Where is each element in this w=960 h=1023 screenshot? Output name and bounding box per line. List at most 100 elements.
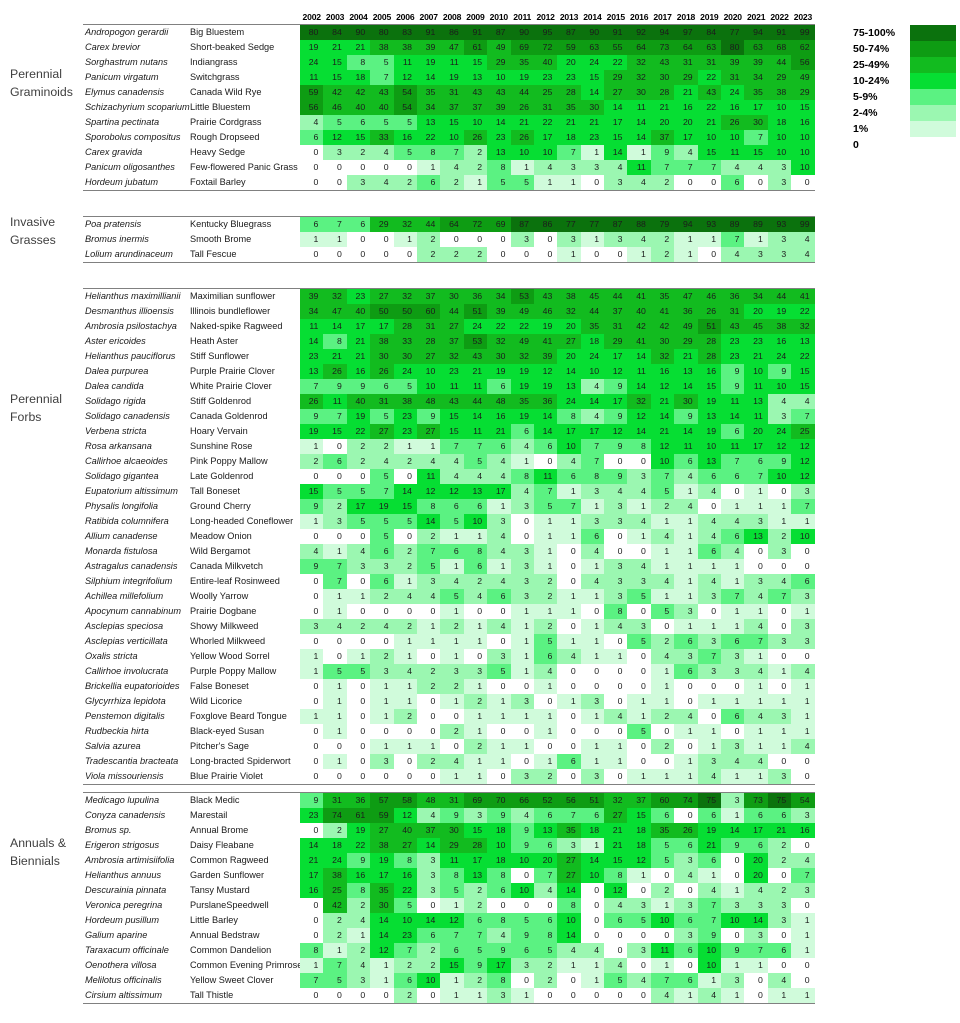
heatmap-cell: 6 [674, 913, 698, 928]
heatmap-cell: 0 [510, 514, 534, 529]
heatmap-cell: 26 [510, 130, 534, 145]
species-name: Viola missouriensis [85, 771, 164, 781]
group-label-line: Invasive [10, 215, 56, 229]
table-row: Descurainia pinnata Tansy Mustard 16 25 8 35 2… [83, 883, 815, 898]
heatmap-cell: 6 [744, 454, 768, 469]
heatmap-cell: 28 [393, 319, 417, 334]
heatmap-cell: 9 [721, 838, 745, 853]
heatmap-cell: 0 [416, 709, 441, 724]
heatmap-cell: 12 [416, 484, 441, 499]
heatmap-cell: 7 [744, 634, 768, 649]
heatmap-cell: 7 [791, 409, 815, 424]
heatmap-cell: 21 [767, 823, 792, 838]
heatmap-cell: 1 [557, 694, 581, 709]
species-name: Rosa arkansana [85, 441, 152, 451]
heatmap-cell: 3 [463, 808, 488, 823]
year-label: 2009 [466, 12, 485, 22]
heatmap-cell: 13 [674, 364, 698, 379]
heatmap-cell: 30 [744, 115, 768, 130]
heatmap-cell: 17 [604, 394, 628, 409]
heatmap-cell: 2 [767, 883, 792, 898]
heatmap-cell: 1 [744, 724, 768, 739]
table-row: Monarda fistulosa Wild Bergamot 4 1 4 6 2 7 6 8 4 3… [83, 544, 815, 559]
heatmap-cell: 1 [393, 232, 417, 247]
heatmap-cell: 3 [767, 898, 792, 913]
common-name: Pitcher's Sage [190, 741, 249, 751]
heatmap-cell: 75 [697, 793, 722, 808]
heatmap-cell: 2 [393, 988, 417, 1003]
heatmap-cell: 19 [510, 379, 534, 394]
table-row: Dalea purpurea Purple Prairie Clover 13 26 1… [83, 364, 815, 379]
heatmap-cell: 0 [580, 928, 605, 943]
heatmap-cell: 39 [744, 55, 768, 70]
heatmap-cell: 13 [416, 115, 441, 130]
heatmap-cell: 3 [510, 544, 534, 559]
species-name: Tradescantia bracteata [85, 756, 179, 766]
heatmap-cell: 11 [463, 424, 488, 439]
heatmap-cell: 0 [744, 988, 768, 1003]
heatmap-cell: 16 [393, 130, 417, 145]
heatmap-cell: 32 [393, 289, 417, 304]
heatmap-cell: 1 [791, 928, 815, 943]
legend-row: 5-9% [853, 89, 956, 105]
heatmap-cell: 29 [674, 334, 698, 349]
heatmap-cell: 5 [323, 973, 347, 988]
species-name: Erigeron strigosus [85, 840, 160, 850]
heatmap-cell: 3 [767, 913, 792, 928]
heatmap-cell: 8 [300, 943, 324, 958]
heatmap-cell: 6 [697, 808, 722, 823]
heatmap-cell: 1 [300, 232, 324, 247]
heatmap-cell: 0 [627, 604, 651, 619]
heatmap-cell: 1 [627, 709, 651, 724]
heatmap-cell: 9 [604, 379, 628, 394]
heatmap-cell: 0 [346, 634, 371, 649]
year-label: 2011 [513, 12, 532, 22]
heatmap-cell: 0 [416, 649, 441, 664]
heatmap-cell: 24 [767, 424, 792, 439]
heatmap-cell: 59 [557, 40, 581, 55]
heatmap-cell: 4 [791, 853, 815, 868]
heatmap-cell: 14 [370, 913, 394, 928]
heatmap-cell: 99 [791, 217, 815, 232]
species-name: Dalea candida [85, 381, 144, 391]
species-name: Melilotus officinalis [85, 975, 162, 985]
heatmap-cell: 44 [463, 394, 488, 409]
heatmap-cell: 14 [463, 409, 488, 424]
heatmap-cell: 4 [487, 529, 511, 544]
heatmap-cell: 0 [697, 499, 722, 514]
heatmap-cell: 4 [557, 649, 581, 664]
common-name: Black Medic [190, 795, 240, 805]
heatmap-cell: 5 [627, 913, 651, 928]
heatmap-cell: 9 [510, 838, 534, 853]
heatmap-cell: 14 [557, 883, 581, 898]
heatmap-cell: 1 [510, 619, 534, 634]
heatmap-cell: 29 [674, 70, 698, 85]
heatmap-cell: 11 [323, 394, 347, 409]
heatmap-cell: 12 [791, 469, 815, 484]
heatmap-cell: 1 [627, 529, 651, 544]
heatmap-cell: 7 [791, 499, 815, 514]
common-name: Prairie Cordgrass [190, 117, 262, 127]
heatmap-cell: 1 [463, 988, 488, 1003]
heatmap-cell: 4 [697, 484, 722, 499]
heatmap-cell: 4 [721, 160, 745, 175]
heatmap-cell: 0 [300, 469, 324, 484]
heatmap-cell: 0 [346, 988, 371, 1003]
heatmap-cell: 1 [370, 973, 394, 988]
heatmap-cell: 41 [533, 334, 558, 349]
heatmap-cell: 24 [323, 853, 347, 868]
heatmap-cell: 11 [721, 439, 745, 454]
species-name: Elymus canadensis [85, 87, 165, 97]
heatmap-cell: 24 [557, 394, 581, 409]
heatmap-cell: 73 [744, 793, 768, 808]
table-row: Rosa arkansana Sunshine Rose 1 0 2 2 1 1 7 7 6 4 6 10… [83, 439, 815, 454]
species-name: Schizachyrium scoparium [85, 102, 190, 112]
heatmap-cell: 1 [370, 958, 394, 973]
heatmap-cell: 5 [510, 913, 534, 928]
heatmap-cell: 0 [791, 754, 815, 769]
table-row: Taraxacum officinale Common Dandelion 8 1 2 1… [83, 943, 815, 958]
year-label: 2006 [396, 12, 415, 22]
heatmap-cell: 19 [346, 823, 371, 838]
heatmap-cell: 28 [697, 349, 722, 364]
heatmap-cell: 4 [627, 514, 651, 529]
